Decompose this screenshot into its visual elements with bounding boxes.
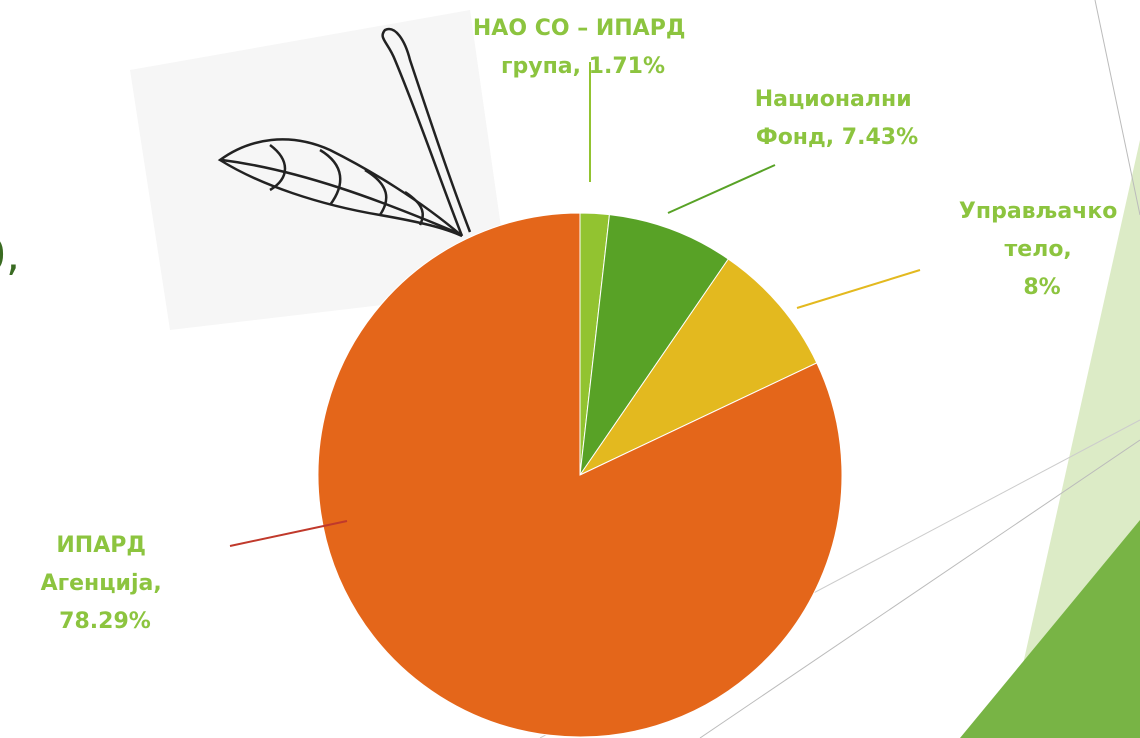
leaf-sketch [217, 27, 472, 238]
leader-line [667, 164, 776, 214]
data-label: ИПАРД Агенција, 78.29% [41, 533, 170, 634]
pie-slice [579, 214, 730, 476]
leader-line [796, 269, 921, 309]
bg-triangle-dark [960, 520, 1140, 738]
data-label: Управљачко тело, 8% [959, 199, 1125, 300]
leader-line [229, 520, 348, 547]
decoration [130, 0, 1140, 738]
pie-slice [578, 258, 818, 477]
pie [317, 212, 843, 738]
slide-text: 0, [0, 230, 20, 281]
data-label: Национални Фонд, 7.43% [755, 87, 920, 150]
data-label: НАО СО – ИПАРД група, 1.71% [473, 16, 693, 79]
pie-slice [317, 212, 843, 738]
sketch-paper [130, 10, 510, 330]
bg-line [699, 439, 1140, 738]
bg-line [1094, 0, 1140, 216]
